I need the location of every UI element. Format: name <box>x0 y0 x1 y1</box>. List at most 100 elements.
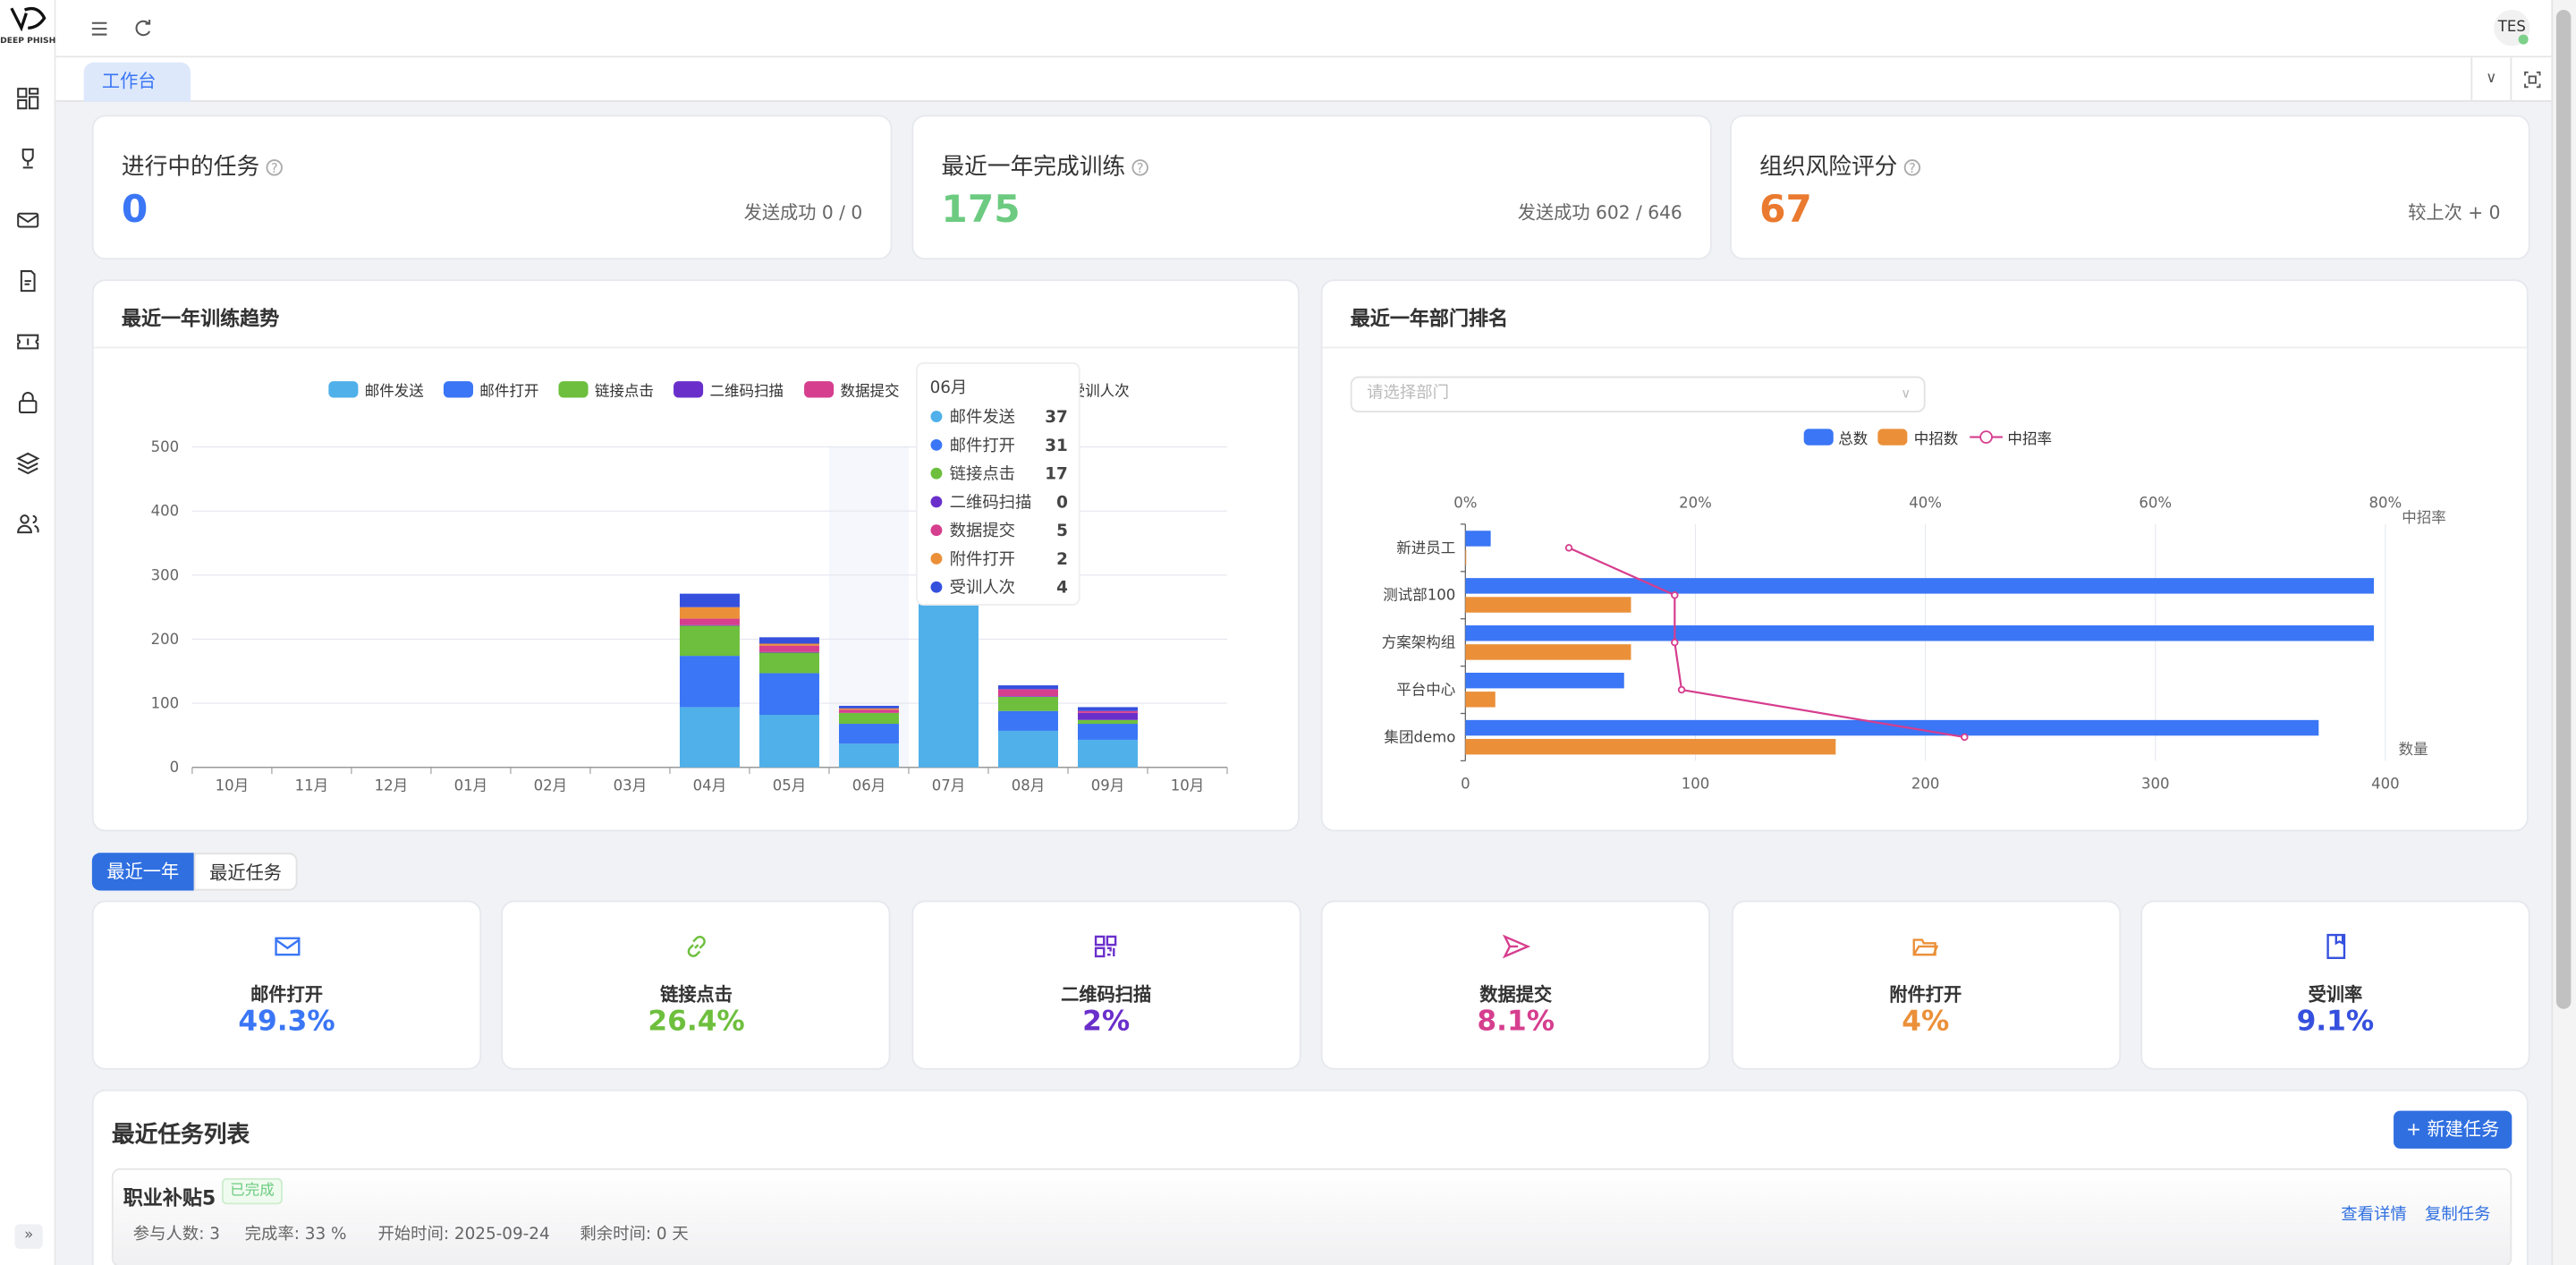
y-tick-label: 300 <box>151 566 180 583</box>
bar-total <box>1465 531 1491 547</box>
copy-task-link[interactable]: 复制任务 <box>2424 1206 2491 1225</box>
legend-label: 链接点击 <box>595 383 654 400</box>
task-start-time: 开始时间: 2025-09-24 <box>377 1226 550 1244</box>
tooltip-value: 31 <box>1045 437 1068 455</box>
link-icon <box>687 936 706 957</box>
task-list-item[interactable]: 职业补贴5 已完成 参与人数: 3 完成率: 33 % 开始时间: 2025-0… <box>111 1167 2512 1265</box>
sidebar-item-users[interactable] <box>16 513 39 536</box>
refresh-icon[interactable] <box>133 18 153 38</box>
kpi-title-wrap: 组织风险评分? <box>1759 149 1921 183</box>
users-icon <box>17 514 39 534</box>
sidebar-item-ticket[interactable] <box>16 330 39 353</box>
dashboard-icon <box>17 88 39 110</box>
bar-segment <box>838 743 899 768</box>
sidebar-item-lock[interactable] <box>16 391 39 414</box>
kpi-subtext: 较上次 + 0 <box>2408 201 2501 224</box>
book-icon <box>2326 933 2345 959</box>
bar-segment <box>758 673 819 716</box>
x-tick-label: 02月 <box>534 777 568 794</box>
kpi-title-wrap: 进行中的任务? <box>122 149 283 183</box>
department-select[interactable]: 请选择部门 ∨ <box>1350 376 1926 413</box>
y-tick-label: 200 <box>151 631 180 648</box>
fullscreen-button[interactable] <box>2510 57 2551 102</box>
sidebar-item-mail[interactable] <box>16 208 39 232</box>
menu-icon[interactable] <box>90 20 108 38</box>
stat-label: 附件打开 <box>1889 984 1962 1006</box>
x-tick-label: 12月 <box>375 777 409 794</box>
sidebar-item-document[interactable] <box>16 269 39 293</box>
recent-tasks-title: 最近任务列表 <box>111 1122 250 1149</box>
sidebar-item-dashboard[interactable] <box>16 87 39 110</box>
kpi-value: 67 <box>1759 189 1812 232</box>
scrollbar-thumb[interactable] <box>2555 10 2572 1009</box>
tooltip-label: 数据提交 <box>950 522 1015 540</box>
bar-segment <box>998 710 1058 731</box>
rate-point <box>1671 591 1679 599</box>
legend-swatch <box>1877 429 1908 446</box>
avatar[interactable]: TES <box>2494 10 2530 47</box>
bar-segment <box>679 593 740 607</box>
sidebar-item-trophy[interactable] <box>16 148 39 171</box>
qrcode-icon <box>1095 935 1117 958</box>
dept-ranking-card: 最近一年部门排名 请选择部门 ∨ 0 100 200 300 400 0% 20% 40% 60… <box>1320 279 2530 833</box>
x-tick-label: 08月 <box>1012 777 1046 794</box>
document-icon <box>20 270 36 293</box>
tabs-dropdown-button[interactable]: ∨ <box>2470 57 2510 102</box>
bar-segment <box>998 730 1058 768</box>
bar-segment <box>1078 724 1138 740</box>
bar-segment <box>998 689 1058 697</box>
x-tick-label: 400 <box>2371 776 2400 793</box>
lock-icon <box>19 392 38 414</box>
stat-card: 二维码扫描 2% <box>911 900 1301 1070</box>
tooltip-marker <box>930 411 943 423</box>
legend-label: 数据提交 <box>840 383 899 400</box>
bar-total <box>1465 578 2375 594</box>
kpi-value: 0 <box>121 189 148 232</box>
x-tick-label: 300 <box>2141 776 2170 793</box>
stat-label: 数据提交 <box>1479 984 1553 1006</box>
stat-value: 2% <box>1082 1006 1131 1039</box>
task-remaining-time: 剩余时间: 0 天 <box>580 1226 689 1244</box>
mail-icon <box>17 212 39 228</box>
bar-segment <box>758 637 819 644</box>
help-icon[interactable]: ? <box>1131 159 1148 176</box>
fullscreen-icon <box>2524 71 2541 89</box>
sidebar: DEEP PHISH » <box>0 0 56 1265</box>
bar-segment <box>758 715 819 768</box>
logo-text: DEEP PHISH <box>0 36 56 47</box>
trend-chart[interactable]: 0 100 200 300 400 500 10月 11月 12月 01月 02月 03月 04月 05月… <box>94 281 1301 833</box>
help-icon[interactable]: ? <box>1903 159 1921 176</box>
tooltip-label: 附件打开 <box>950 550 1015 569</box>
tooltip-title: 06月 <box>930 378 968 397</box>
bar-hit <box>1465 644 1631 660</box>
tooltip-marker <box>930 438 943 451</box>
tab-last-year[interactable]: 最近一年 <box>91 853 194 891</box>
rate-point <box>1671 638 1679 647</box>
tooltip-marker <box>930 581 943 593</box>
bar-segment <box>758 643 819 646</box>
department-select-placeholder: 请选择部门 <box>1367 384 1449 403</box>
kpi-title: 最近一年完成训练 <box>941 154 1126 182</box>
view-details-link[interactable]: 查看详情 <box>2341 1206 2407 1225</box>
x-tick-label: 11月 <box>295 777 329 794</box>
bar-segment <box>998 685 1058 690</box>
legend-label: 中招率 <box>2007 430 2052 447</box>
tab-workbench[interactable]: 工作台 <box>83 62 191 102</box>
new-task-button[interactable]: + 新建任务 <box>2394 1110 2512 1149</box>
folder-icon <box>1912 938 1939 956</box>
category-label: 平台中心 <box>1396 682 1455 699</box>
bar-segment <box>679 707 740 768</box>
dept-ranking-title: 最近一年部门排名 <box>1322 281 2527 349</box>
top-axis-tick-label: 40% <box>1909 495 1942 512</box>
chevron-down-icon: ∨ <box>2486 70 2497 88</box>
sidebar-item-layers[interactable] <box>16 452 40 475</box>
status-badge: 已完成 <box>221 1177 283 1205</box>
bar-segment <box>838 705 899 709</box>
bar-segment <box>1078 710 1138 713</box>
help-icon[interactable]: ? <box>266 159 283 176</box>
tab-recent-tasks[interactable]: 最近任务 <box>193 853 298 891</box>
task-completion: 完成率: 33 % <box>244 1226 347 1244</box>
expand-sidebar-button[interactable]: » <box>14 1224 43 1249</box>
top-axis-label: 中招率 <box>2402 509 2446 526</box>
